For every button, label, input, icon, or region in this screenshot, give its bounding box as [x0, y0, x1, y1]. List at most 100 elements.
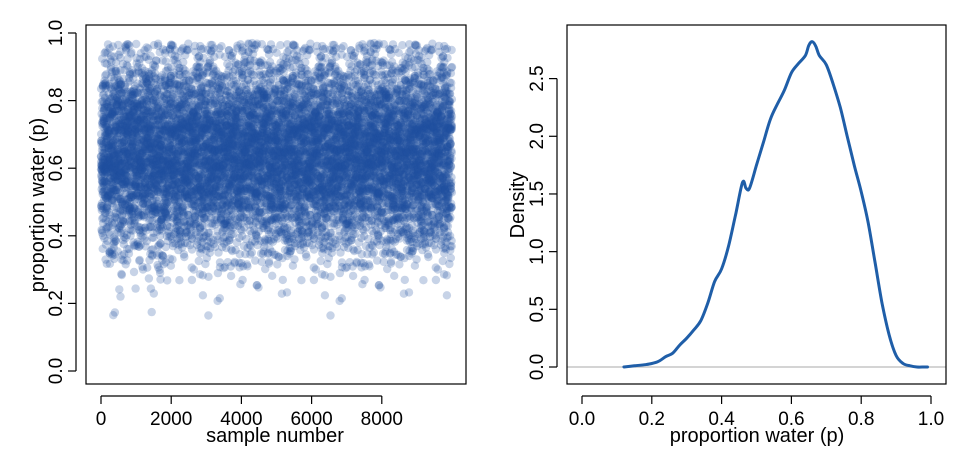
- scatter-point: [111, 159, 120, 169]
- scatter-point: [104, 103, 113, 112]
- scatter-point: [111, 67, 120, 76]
- scatter-point: [105, 259, 115, 268]
- scatter-point: [100, 103, 110, 113]
- scatter-point: [112, 149, 122, 158]
- scatter-point: [100, 180, 109, 189]
- scatter-point: [98, 81, 108, 90]
- scatter-point: [104, 147, 114, 156]
- scatter-point: [103, 40, 113, 49]
- scatter-point: [204, 272, 213, 281]
- scatter-point: [99, 157, 108, 166]
- scatter-point: [102, 111, 111, 121]
- scatter-point: [100, 165, 110, 174]
- scatter-point: [101, 130, 111, 139]
- scatter-point: [112, 101, 121, 110]
- scatter-point: [114, 50, 124, 60]
- scatter-point: [104, 113, 113, 123]
- scatter-point: [111, 126, 120, 135]
- scatter-point: [104, 187, 113, 196]
- scatter-point: [99, 90, 109, 99]
- scatter-point: [98, 148, 107, 158]
- scatter-point: [106, 155, 115, 164]
- scatter-point: [113, 171, 122, 180]
- scatter-point: [100, 165, 109, 174]
- scatter-point: [109, 129, 119, 139]
- scatter-point: [113, 107, 122, 116]
- scatter-point: [100, 155, 109, 165]
- scatter-point: [111, 100, 121, 109]
- scatter-point: [101, 71, 110, 80]
- scatter-point: [113, 80, 122, 90]
- scatter-point: [113, 110, 122, 120]
- scatter-point: [100, 102, 109, 111]
- scatter-point: [101, 167, 110, 176]
- scatter-point: [110, 162, 119, 171]
- scatter-point: [114, 158, 123, 167]
- scatter-point: [110, 172, 119, 181]
- scatter-point: [112, 171, 122, 180]
- scatter-point: [226, 271, 236, 281]
- scatter-point: [98, 119, 107, 128]
- scatter-point: [110, 174, 120, 183]
- scatter-point: [111, 168, 121, 177]
- scatter-point: [98, 214, 107, 223]
- scatter-point: [98, 190, 107, 199]
- scatter-point: [113, 158, 123, 167]
- scatter-point: [114, 118, 124, 127]
- scatter-point: [107, 184, 117, 193]
- scatter-point: [103, 124, 112, 133]
- scatter-point: [109, 240, 118, 249]
- scatter-point: [101, 143, 110, 152]
- scatter-point: [99, 187, 108, 197]
- scatter-point: [110, 82, 119, 91]
- scatter-point: [101, 177, 110, 186]
- scatter-point: [110, 212, 120, 222]
- scatter-point: [109, 185, 119, 195]
- scatter-point: [144, 274, 154, 283]
- scatter-point: [103, 192, 113, 201]
- scatter-point: [106, 160, 115, 169]
- scatter-point: [99, 165, 109, 174]
- scatter-point: [113, 183, 122, 192]
- scatter-point: [109, 127, 119, 137]
- scatter-point: [102, 131, 112, 140]
- scatter-point: [114, 85, 123, 94]
- scatter-point: [107, 51, 116, 61]
- scatter-point: [112, 100, 122, 109]
- scatter-point: [99, 213, 108, 222]
- scatter-point: [96, 84, 106, 94]
- scatter-point: [107, 57, 116, 66]
- scatter-point: [110, 218, 119, 227]
- scatter-point: [99, 153, 108, 162]
- scatter-point: [187, 275, 197, 285]
- scatter-point: [106, 94, 115, 104]
- scatter-point: [105, 154, 115, 163]
- scatter-point: [112, 134, 122, 143]
- scatter-point: [102, 206, 112, 215]
- scatter-point: [108, 251, 117, 260]
- scatter-point: [112, 214, 122, 223]
- scatter-point: [114, 107, 123, 116]
- scatter-point: [104, 109, 113, 118]
- scatter-point: [113, 73, 122, 82]
- scatter-point: [105, 230, 115, 239]
- scatter-point: [102, 224, 111, 233]
- scatter-point: [106, 154, 116, 163]
- scatter-point: [103, 158, 112, 168]
- scatter-point: [104, 89, 113, 98]
- scatter-point: [101, 193, 111, 203]
- scatter-point: [98, 244, 107, 253]
- scatter-point: [99, 144, 109, 153]
- scatter-point: [109, 233, 119, 242]
- scatter-point: [101, 167, 110, 176]
- scatter-point: [99, 177, 108, 186]
- scatter-point: [99, 105, 109, 115]
- scatter-point: [108, 189, 117, 199]
- scatter-point: [112, 225, 122, 234]
- scatter-point: [103, 143, 113, 152]
- scatter-point: [108, 168, 118, 177]
- scatter-point: [110, 52, 119, 61]
- scatter-point: [114, 40, 123, 50]
- scatter-point: [97, 199, 107, 208]
- scatter-point: [102, 70, 111, 79]
